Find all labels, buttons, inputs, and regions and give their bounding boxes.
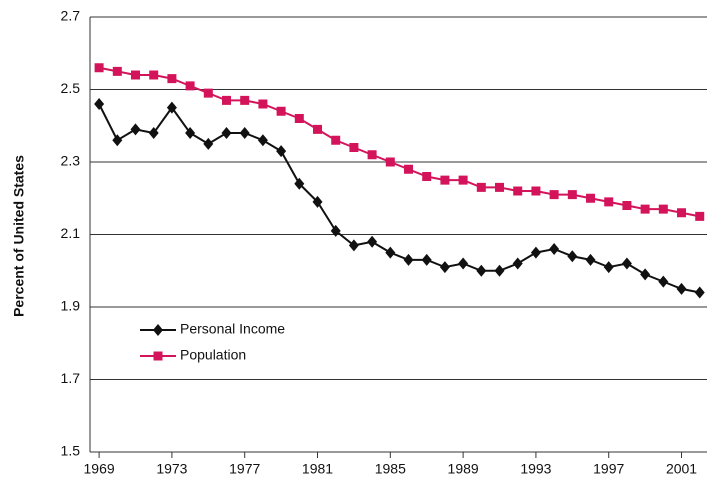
marker <box>694 286 705 299</box>
marker <box>167 74 177 84</box>
marker <box>112 134 123 147</box>
marker <box>586 193 596 203</box>
marker <box>604 197 614 207</box>
marker <box>94 63 104 73</box>
x-tick-label: 1977 <box>229 461 260 477</box>
marker <box>585 253 596 266</box>
marker <box>367 150 377 160</box>
marker <box>348 239 359 252</box>
marker <box>676 282 687 295</box>
marker <box>385 246 396 259</box>
marker <box>131 70 141 80</box>
marker <box>185 81 195 91</box>
legend-label: Population <box>180 347 246 363</box>
y-tick-label: 1.5 <box>61 443 81 459</box>
x-tick-label: 1989 <box>448 461 479 477</box>
x-tick-label: 1969 <box>84 461 115 477</box>
x-tick-label: 2001 <box>666 461 697 477</box>
legend-label: Personal Income <box>180 321 285 337</box>
marker <box>458 257 469 270</box>
y-axis-label: Percent of United States <box>11 155 27 317</box>
marker <box>149 70 159 80</box>
marker <box>640 268 651 281</box>
marker <box>166 101 177 114</box>
marker <box>658 204 668 214</box>
marker <box>440 175 450 185</box>
marker <box>403 253 414 266</box>
x-tick-label: 1973 <box>156 461 187 477</box>
marker <box>677 208 687 218</box>
marker <box>549 243 560 255</box>
y-tick-label: 2.1 <box>61 225 81 241</box>
marker <box>130 123 141 136</box>
marker <box>640 204 650 214</box>
marker <box>603 261 614 274</box>
y-tick-label: 2.7 <box>61 8 81 24</box>
marker <box>531 186 541 196</box>
marker <box>257 134 268 147</box>
x-tick-label: 1981 <box>302 461 333 477</box>
marker <box>221 127 232 139</box>
marker <box>294 114 304 123</box>
marker <box>239 127 250 139</box>
marker <box>530 246 541 259</box>
marker <box>240 95 250 105</box>
x-tick-label: 1985 <box>375 461 406 477</box>
marker <box>294 177 305 190</box>
marker <box>494 264 505 277</box>
marker <box>258 99 268 109</box>
marker <box>658 275 669 288</box>
series-line <box>98 103 700 294</box>
marker <box>621 257 632 270</box>
marker <box>421 253 432 266</box>
marker <box>513 186 523 196</box>
x-tick-label: 1997 <box>593 461 624 477</box>
marker <box>404 164 414 174</box>
marker <box>331 135 341 145</box>
marker <box>313 124 323 134</box>
y-tick-label: 2.3 <box>61 153 81 169</box>
y-tick-label: 1.7 <box>61 370 81 386</box>
marker <box>695 211 705 221</box>
marker <box>439 261 450 274</box>
marker <box>222 95 232 105</box>
marker <box>312 195 323 208</box>
marker <box>112 66 122 76</box>
marker <box>153 324 163 336</box>
marker <box>276 106 286 116</box>
marker <box>476 182 486 192</box>
marker <box>203 137 214 150</box>
y-tick-label: 1.9 <box>61 298 81 314</box>
marker <box>495 182 505 192</box>
marker <box>276 145 287 158</box>
marker <box>458 175 468 185</box>
marker <box>385 157 395 167</box>
marker <box>94 98 105 110</box>
marker <box>148 127 159 139</box>
marker <box>153 351 163 361</box>
marker <box>203 88 213 98</box>
marker <box>512 257 523 270</box>
marker <box>367 235 378 248</box>
marker <box>330 224 341 237</box>
marker <box>422 172 432 181</box>
marker <box>567 250 578 263</box>
marker <box>549 190 559 200</box>
marker <box>622 201 632 210</box>
marker <box>567 190 577 200</box>
y-tick-label: 2.5 <box>61 80 81 96</box>
x-tick-label: 1993 <box>520 461 551 477</box>
series-line <box>98 66 700 218</box>
marker <box>349 143 359 152</box>
marker <box>476 264 487 277</box>
marker <box>185 127 196 139</box>
